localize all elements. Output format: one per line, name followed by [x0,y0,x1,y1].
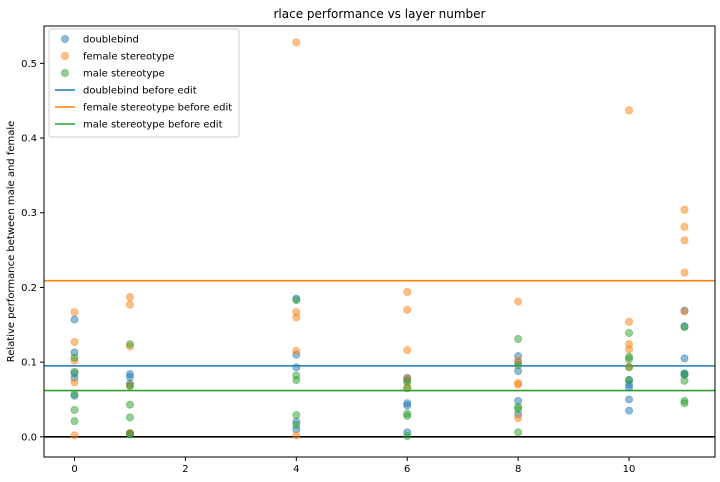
point-female-stereotype [125,300,134,309]
point-doublebind [70,315,79,324]
point-female-stereotype [680,268,689,277]
point-male-stereotype [70,353,79,362]
chart-title: rlace performance vs layer number [273,7,485,21]
point-female-stereotype [680,205,689,214]
point-male-stereotype [403,377,412,386]
point-male-stereotype [70,367,79,376]
x-tick-label: 8 [515,464,521,475]
point-male-stereotype [625,376,634,385]
legend-label: female stereotype before edit [83,103,232,114]
point-female-stereotype [292,313,301,322]
plot-frame [43,25,716,458]
point-male-stereotype [292,420,301,429]
point-female-stereotype [70,337,79,346]
point-male-stereotype [70,405,79,414]
point-male-stereotype [292,376,301,385]
point-female-stereotype [292,38,301,47]
point-doublebind [125,373,134,382]
legend: doublebind female stereotype male stereoty… [48,28,240,138]
point-doublebind [403,401,412,410]
point-male-stereotype [625,355,634,364]
point-female-stereotype [70,431,79,440]
point-male-stereotype [625,363,634,372]
point-male-stereotype [403,432,412,441]
point-female-stereotype [70,378,79,387]
point-male-stereotype [125,382,134,391]
point-female-stereotype [292,346,301,355]
x-tick-label: 4 [293,464,299,475]
legend-label: female stereotype [83,52,174,63]
point-female-stereotype [514,380,523,389]
legend-marker [61,69,70,78]
point-male-stereotype [70,417,79,426]
reference-lines [44,279,715,438]
point-female-stereotype [625,106,634,115]
legend-label: male stereotype before edit [83,120,223,131]
point-female-stereotype [70,308,79,317]
legend-label: doublebind before edit [83,86,197,97]
point-male-stereotype [680,376,689,385]
point-female-stereotype [403,305,412,314]
point-male-stereotype [514,405,523,414]
point-doublebind [625,395,634,404]
point-female-stereotype [403,287,412,296]
point-male-stereotype [514,428,523,437]
point-male-stereotype [125,400,134,409]
point-doublebind [292,363,301,372]
y-tick-label: 0.3 [21,208,37,219]
legend-label: doublebind [83,35,139,46]
point-male-stereotype [403,384,412,393]
point-male-stereotype [680,399,689,408]
point-female-stereotype [514,414,523,423]
point-female-stereotype [680,307,689,316]
legend-box [48,28,240,138]
legend-marker [61,35,70,44]
y-tick-label: 0.1 [21,358,37,369]
x-tick-label: 10 [623,464,636,475]
point-female-stereotype [625,317,634,326]
y-tick-label: 0.5 [21,59,37,70]
point-female-stereotype [292,431,301,440]
point-male-stereotype [403,411,412,420]
x-tick-label: 0 [71,464,77,475]
x-tick-label: 2 [182,464,188,475]
point-doublebind [680,354,689,363]
y-tick-label: 0.4 [21,134,37,145]
y-tick-label: 0.2 [21,283,37,294]
point-male-stereotype [125,340,134,349]
y-axis-label: Relative performance between male and fe… [6,121,17,363]
point-male-stereotype [292,296,301,305]
point-female-stereotype [680,236,689,245]
y-tick-label: 0.0 [21,432,37,443]
point-male-stereotype [125,413,134,422]
point-female-stereotype [514,297,523,306]
point-male-stereotype [680,323,689,332]
point-male-stereotype [514,361,523,370]
point-doublebind [625,383,634,392]
point-male-stereotype [514,334,523,343]
point-male-stereotype [70,390,79,399]
point-male-stereotype [680,370,689,379]
point-female-stereotype [403,346,412,355]
legend-marker [61,52,70,61]
point-female-stereotype [625,345,634,354]
point-male-stereotype [292,411,301,420]
data-points [70,38,689,441]
point-female-stereotype [680,222,689,231]
point-female-stereotype [125,293,134,302]
point-male-stereotype [125,429,134,438]
x-tick-label: 6 [404,464,410,475]
point-doublebind [625,406,634,415]
legend-label: male stereotype [83,69,165,80]
point-male-stereotype [625,329,634,338]
y-axis-ticks: 0.0 0.1 0.2 0.3 0.4 0.5 [21,59,44,443]
x-axis-ticks: 0 2 4 6 8 10 [71,457,635,475]
